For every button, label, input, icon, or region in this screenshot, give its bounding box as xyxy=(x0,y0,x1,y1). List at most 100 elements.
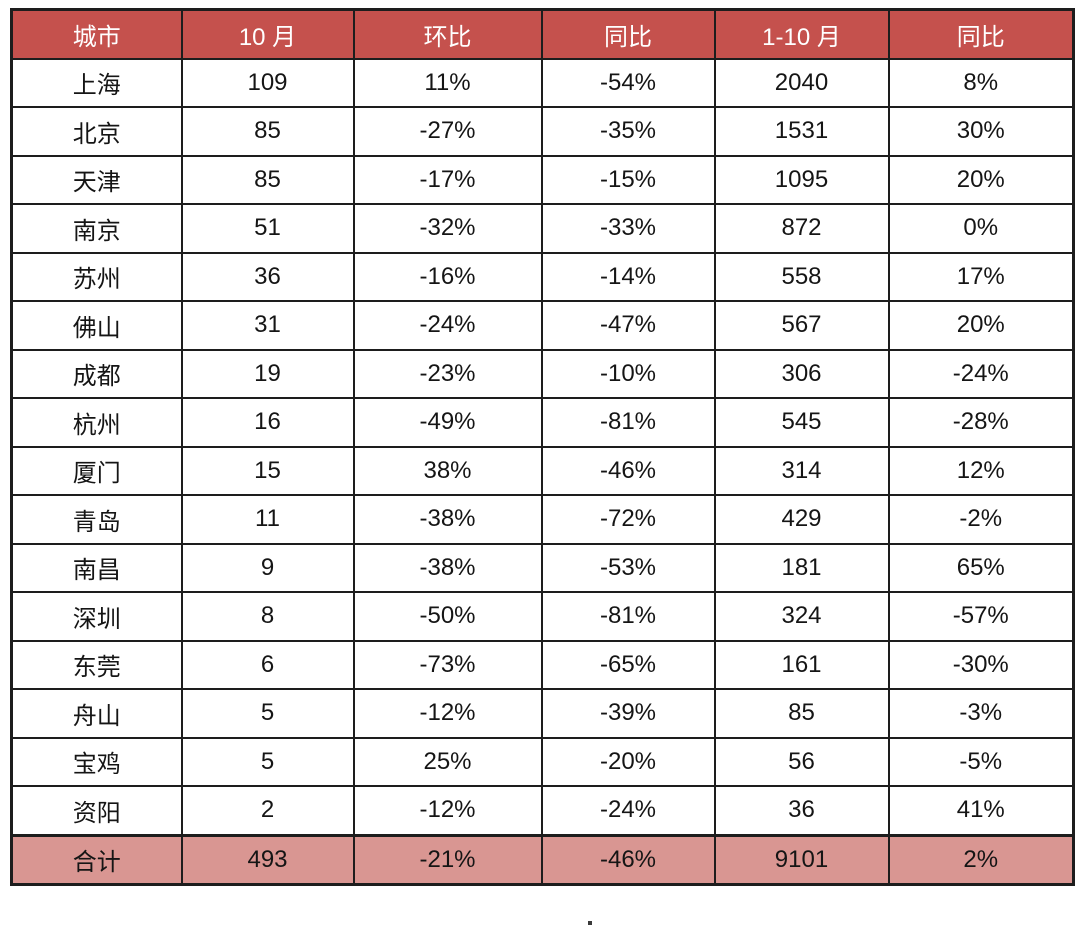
value-cell: -17% xyxy=(352,154,543,205)
value-cell: 85 xyxy=(180,106,355,157)
value-cell: -12% xyxy=(352,688,543,739)
value-cell: -27% xyxy=(352,106,543,157)
value-cell: -81% xyxy=(540,397,716,448)
value-cell: -14% xyxy=(540,251,716,302)
value-cell: 0% xyxy=(887,203,1075,254)
value-cell: -35% xyxy=(540,106,716,157)
table-row: 佛山 31 -24% -47% 567 20% xyxy=(10,300,1075,351)
value-cell: -47% xyxy=(540,300,716,351)
value-cell: 567 xyxy=(713,300,890,351)
city-cell: 天津 xyxy=(10,154,183,205)
city-cell: 南昌 xyxy=(10,542,183,593)
value-cell: 30% xyxy=(887,106,1075,157)
table-row: 厦门 15 38% -46% 314 12% xyxy=(10,445,1075,496)
value-cell: 65% xyxy=(887,542,1075,593)
value-cell: 20% xyxy=(887,300,1075,351)
city-cell: 资阳 xyxy=(10,785,183,836)
value-cell: 20% xyxy=(887,154,1075,205)
column-header-4: 1-10 月 xyxy=(713,8,890,60)
value-cell: 25% xyxy=(352,736,543,787)
table-row: 东莞 6 -73% -65% 161 -30% xyxy=(10,639,1075,690)
table-row: 青岛 11 -38% -72% 429 -2% xyxy=(10,494,1075,545)
value-cell: 2% xyxy=(887,833,1075,886)
value-cell: 2040 xyxy=(713,57,890,108)
value-cell: -57% xyxy=(887,591,1075,642)
value-cell: -24% xyxy=(540,785,716,836)
value-cell: -50% xyxy=(352,591,543,642)
value-cell: 314 xyxy=(713,445,890,496)
value-cell: -23% xyxy=(352,348,543,399)
value-cell: 19 xyxy=(180,348,355,399)
value-cell: -53% xyxy=(540,542,716,593)
column-header-5: 同比 xyxy=(887,8,1075,60)
value-cell: 6 xyxy=(180,639,355,690)
value-cell: 16 xyxy=(180,397,355,448)
total-row: 合计 493 -21% -46% 9101 2% xyxy=(10,833,1075,886)
value-cell: 17% xyxy=(887,251,1075,302)
city-cell: 北京 xyxy=(10,106,183,157)
value-cell: 85 xyxy=(713,688,890,739)
table-row: 宝鸡 5 25% -20% 56 -5% xyxy=(10,736,1075,787)
value-cell: -73% xyxy=(352,639,543,690)
value-cell: 324 xyxy=(713,591,890,642)
total-label-cell: 合计 xyxy=(10,833,183,886)
value-cell: 12% xyxy=(887,445,1075,496)
value-cell: 9 xyxy=(180,542,355,593)
value-cell: 8 xyxy=(180,591,355,642)
value-cell: 558 xyxy=(713,251,890,302)
value-cell: 872 xyxy=(713,203,890,254)
table-row: 舟山 5 -12% -39% 85 -3% xyxy=(10,688,1075,739)
value-cell: -72% xyxy=(540,494,716,545)
value-cell: 306 xyxy=(713,348,890,399)
value-cell: -20% xyxy=(540,736,716,787)
city-cell: 上海 xyxy=(10,57,183,108)
value-cell: -65% xyxy=(540,639,716,690)
table-row: 天津 85 -17% -15% 1095 20% xyxy=(10,154,1075,205)
value-cell: 1095 xyxy=(713,154,890,205)
city-cell: 舟山 xyxy=(10,688,183,739)
value-cell: 11 xyxy=(180,494,355,545)
value-cell: -46% xyxy=(540,833,716,886)
value-cell: -15% xyxy=(540,154,716,205)
table-row: 北京 85 -27% -35% 1531 30% xyxy=(10,106,1075,157)
city-cell: 青岛 xyxy=(10,494,183,545)
table-row: 上海 109 11% -54% 2040 8% xyxy=(10,57,1075,108)
value-cell: -54% xyxy=(540,57,716,108)
value-cell: -24% xyxy=(352,300,543,351)
value-cell: 51 xyxy=(180,203,355,254)
table-head: 城市 10 月环比 同比 1-10 月同比 xyxy=(10,8,1075,60)
table-row: 南昌 9 -38% -53% 181 65% xyxy=(10,542,1075,593)
value-cell: -3% xyxy=(887,688,1075,739)
city-cell: 苏州 xyxy=(10,251,183,302)
value-cell: -32% xyxy=(352,203,543,254)
value-cell: -12% xyxy=(352,785,543,836)
value-cell: 493 xyxy=(180,833,355,886)
city-cell: 南京 xyxy=(10,203,183,254)
value-cell: 1531 xyxy=(713,106,890,157)
city-cell: 成都 xyxy=(10,348,183,399)
value-cell: -39% xyxy=(540,688,716,739)
value-cell: 181 xyxy=(713,542,890,593)
table-row: 成都 19 -23% -10% 306 -24% xyxy=(10,348,1075,399)
value-cell: 31 xyxy=(180,300,355,351)
value-cell: 2 xyxy=(180,785,355,836)
value-cell: -24% xyxy=(887,348,1075,399)
column-header-1: 10 月 xyxy=(180,8,355,60)
value-cell: -81% xyxy=(540,591,716,642)
value-cell: -16% xyxy=(352,251,543,302)
table-row: 深圳 8 -50% -81% 324 -57% xyxy=(10,591,1075,642)
city-cell: 深圳 xyxy=(10,591,183,642)
value-cell: 36 xyxy=(180,251,355,302)
value-cell: -10% xyxy=(540,348,716,399)
value-cell: 11% xyxy=(352,57,543,108)
stray-mark xyxy=(588,921,592,925)
column-header-3: 同比 xyxy=(540,8,716,60)
value-cell: -30% xyxy=(887,639,1075,690)
table-row: 资阳 2 -12% -24% 36 41% xyxy=(10,785,1075,836)
table-row: 南京 51 -32% -33% 872 0% xyxy=(10,203,1075,254)
value-cell: 85 xyxy=(180,154,355,205)
value-cell: -49% xyxy=(352,397,543,448)
value-cell: 545 xyxy=(713,397,890,448)
city-cell: 宝鸡 xyxy=(10,736,183,787)
value-cell: -46% xyxy=(540,445,716,496)
